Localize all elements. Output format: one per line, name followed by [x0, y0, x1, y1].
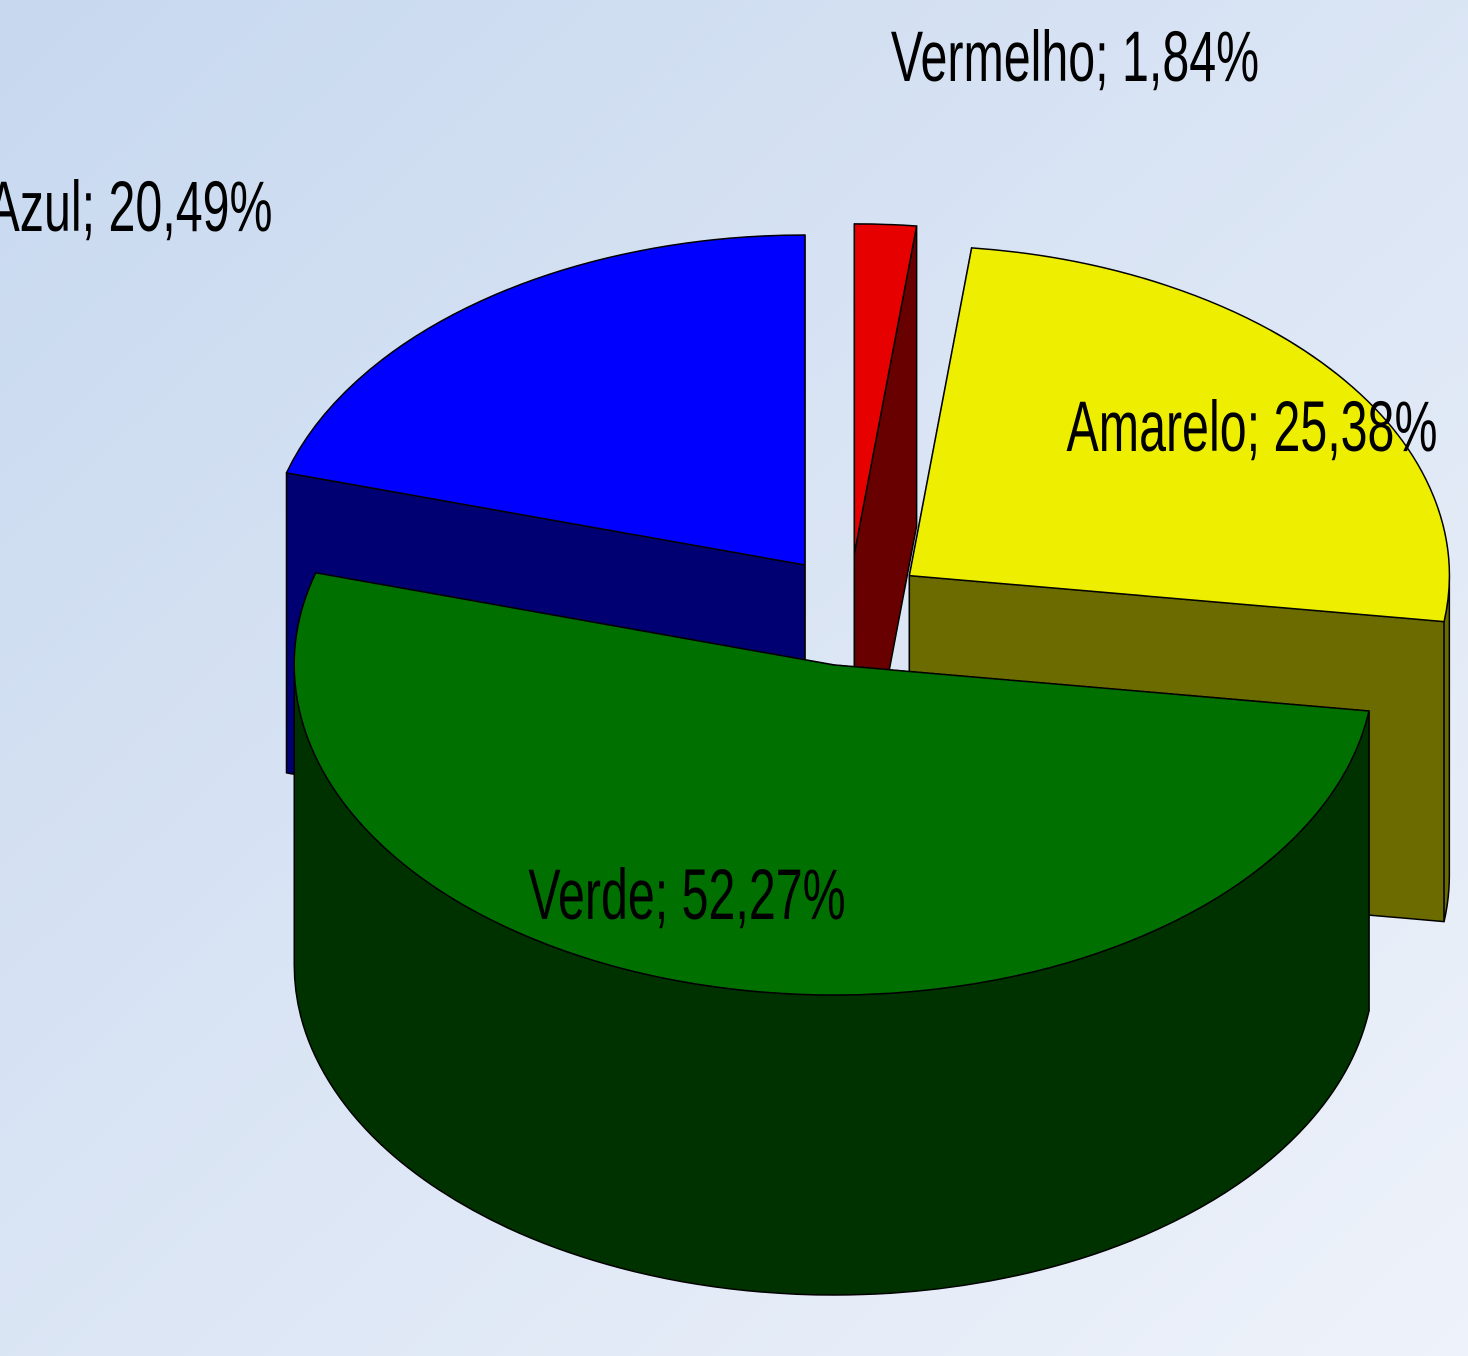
slice-top [293, 572, 1370, 996]
slice-top [853, 223, 918, 555]
data-label: Verde; 52,27% [528, 854, 845, 934]
slice-top [285, 234, 806, 566]
data-label: Azul; 20,49% [0, 166, 272, 246]
data-label: Amarelo; 25,38% [1067, 386, 1438, 466]
data-label: Vermelho; 1,84% [891, 16, 1259, 96]
slice-top [908, 247, 1451, 623]
slice-wall [1443, 574, 1451, 923]
